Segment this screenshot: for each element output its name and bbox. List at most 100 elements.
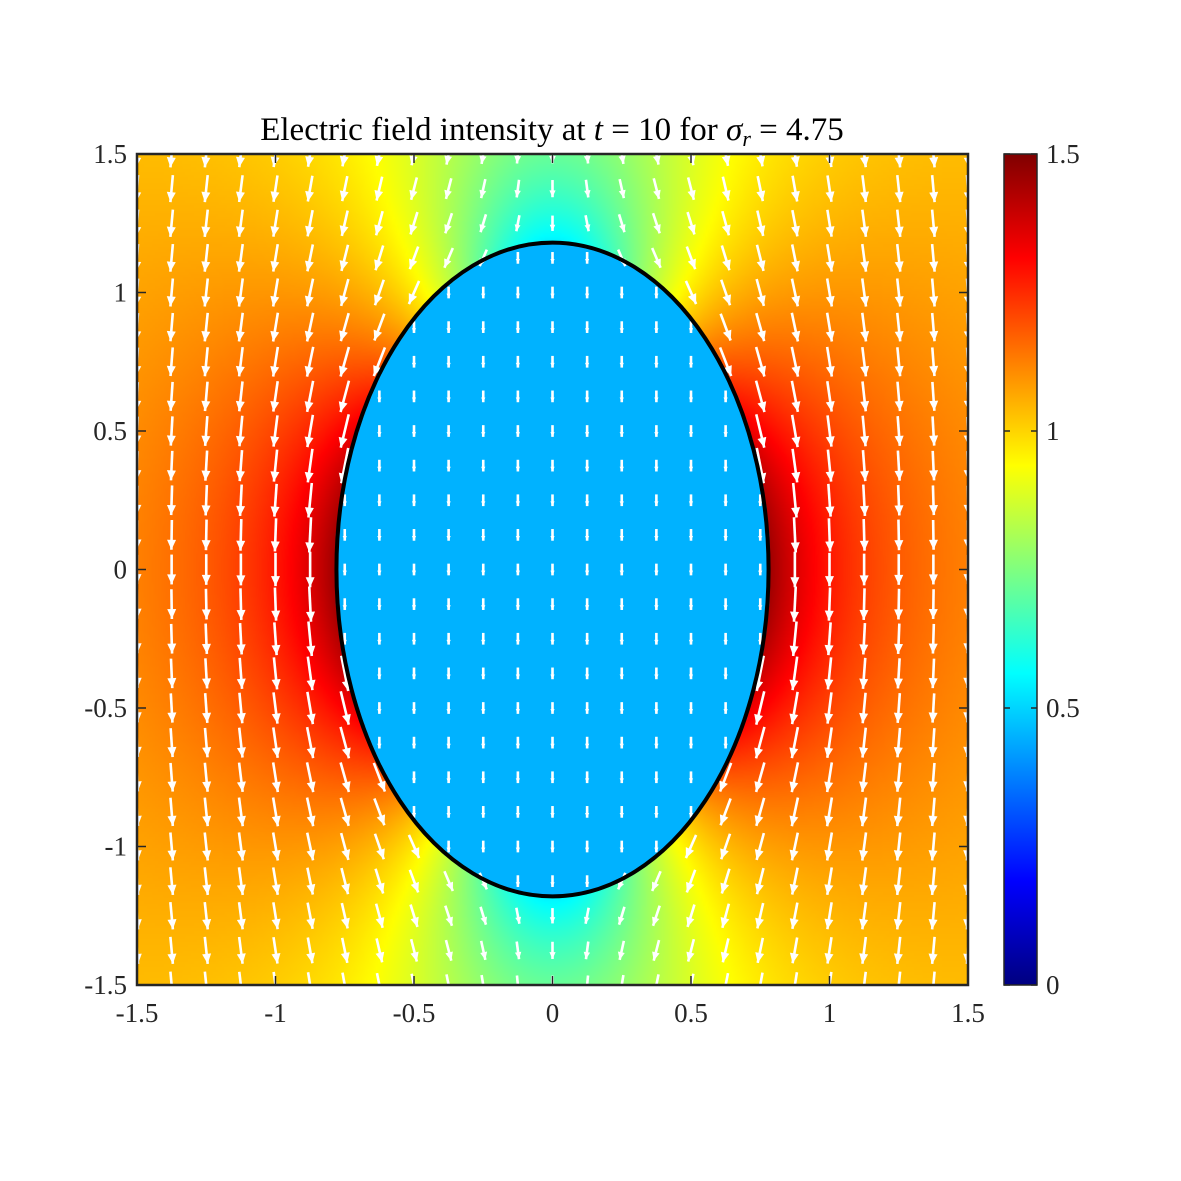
quiver-arrow [758, 563, 763, 576]
quiver-arrow [824, 832, 834, 861]
quiver-arrow [407, 834, 421, 859]
quiver-arrow [201, 278, 211, 307]
quiver-arrow [619, 771, 624, 784]
quiver-arrow [411, 771, 417, 784]
quiver-arrow [166, 312, 176, 342]
quiver-arrow [790, 154, 800, 167]
quiver-arrow [167, 693, 177, 723]
quiver-arrow [377, 598, 382, 610]
quiver-arrow [720, 903, 731, 929]
quiver-arrow [306, 902, 316, 930]
quiver-arrow [167, 901, 177, 930]
quiver-arrow [481, 702, 486, 714]
quiver-arrow [619, 632, 624, 645]
quiver-arrow [167, 554, 177, 585]
quiver-arrow [481, 529, 486, 541]
quiver-arrow [894, 381, 904, 412]
quiver-arrow [619, 529, 624, 541]
quiver-arrow [481, 390, 486, 403]
quiver-arrow [515, 975, 520, 985]
quiver-arrow [929, 312, 939, 342]
quiver-arrow [583, 907, 590, 925]
quiver-arrow [271, 587, 281, 621]
quiver-arrow [237, 971, 243, 985]
quiver-arrow [235, 381, 245, 412]
quiver-arrow [928, 554, 938, 585]
quiver-arrow [928, 589, 938, 620]
quiver-arrow [481, 459, 486, 472]
colorbar-tick-label: 1.5 [1046, 139, 1080, 169]
quiver-arrow [446, 736, 451, 749]
quiver-arrow [515, 806, 520, 818]
quiver-arrow [585, 667, 590, 680]
quiver-arrow [859, 797, 869, 827]
quiver-arrow [790, 414, 801, 448]
quiver-arrow [515, 875, 520, 887]
quiver-arrow [338, 346, 351, 377]
quiver-arrow [825, 243, 835, 272]
y-axis-tick-labels: 1.5 1 0.5 0 -0.5 -1 -1.5 [84, 139, 127, 1000]
quiver-arrow [862, 971, 868, 985]
quiver-arrow [270, 449, 280, 482]
quiver-arrow [928, 867, 938, 896]
quiver-arrow [515, 252, 520, 264]
colorbar-gradient [1004, 154, 1037, 985]
quiver-arrow [654, 494, 659, 507]
quiver-arrow [377, 667, 382, 680]
quiver-arrow [166, 243, 176, 272]
quiver-arrow [481, 355, 486, 368]
quiver-arrow [481, 425, 486, 437]
quiver-arrow [859, 936, 869, 964]
quiver-arrow [894, 154, 904, 168]
quiver-arrow [446, 390, 451, 403]
quiver-arrow [619, 355, 624, 368]
quiver-arrow [754, 762, 766, 793]
quiver-arrow [720, 279, 732, 306]
quiver-arrow [654, 321, 659, 333]
quiver-arrow [550, 632, 555, 645]
quiver-arrow [479, 154, 487, 165]
quiver-arrow [860, 209, 870, 237]
quiver-arrow [446, 702, 451, 714]
quiver-arrow [650, 870, 662, 892]
quiver-arrow [339, 726, 351, 759]
quiver-arrow [894, 416, 904, 446]
quiver-arrow [688, 702, 694, 714]
quiver-arrow [479, 213, 488, 233]
quiver-arrow [688, 806, 694, 818]
quiver-arrow [235, 346, 245, 377]
quiver-arrow [167, 762, 177, 792]
quiver-arrow [515, 736, 520, 749]
quiver-arrow [515, 494, 520, 507]
quiver-arrow [825, 483, 835, 517]
title-eq2: = 4.75 [751, 112, 844, 148]
quiver-arrow [755, 937, 765, 964]
x-tick-label: -0.5 [393, 998, 436, 1028]
quiver-arrow [304, 482, 314, 518]
quiver-arrow [375, 972, 381, 985]
quiver-arrow [723, 736, 728, 749]
quiver-arrow [688, 355, 694, 368]
quiver-arrow [201, 450, 211, 481]
quiver-arrow [859, 657, 869, 689]
quiver-arrow [550, 563, 555, 576]
quiver-arrow [928, 901, 938, 930]
quiver-arrow [271, 867, 281, 896]
quiver-arrow [445, 974, 450, 985]
quiver-arrow [408, 869, 420, 893]
colorbar-tick-labels: 1.5 1 0.5 0 [1046, 139, 1080, 1000]
quiver-arrow [377, 529, 382, 541]
quiver-arrow [550, 355, 555, 368]
quiver-arrow [585, 840, 590, 853]
quiver-arrow [444, 154, 453, 165]
quiver-arrow [825, 209, 835, 237]
quiver-arrow [791, 482, 801, 518]
quiver-arrow [859, 588, 869, 620]
quiver-arrow [446, 771, 451, 784]
quiver-arrow [619, 390, 624, 403]
quiver-arrow [235, 278, 245, 307]
quiver-arrow [167, 832, 177, 861]
title-sub-r: r [742, 126, 751, 151]
quiver-arrow [480, 974, 485, 985]
quiver-arrow [688, 529, 694, 541]
